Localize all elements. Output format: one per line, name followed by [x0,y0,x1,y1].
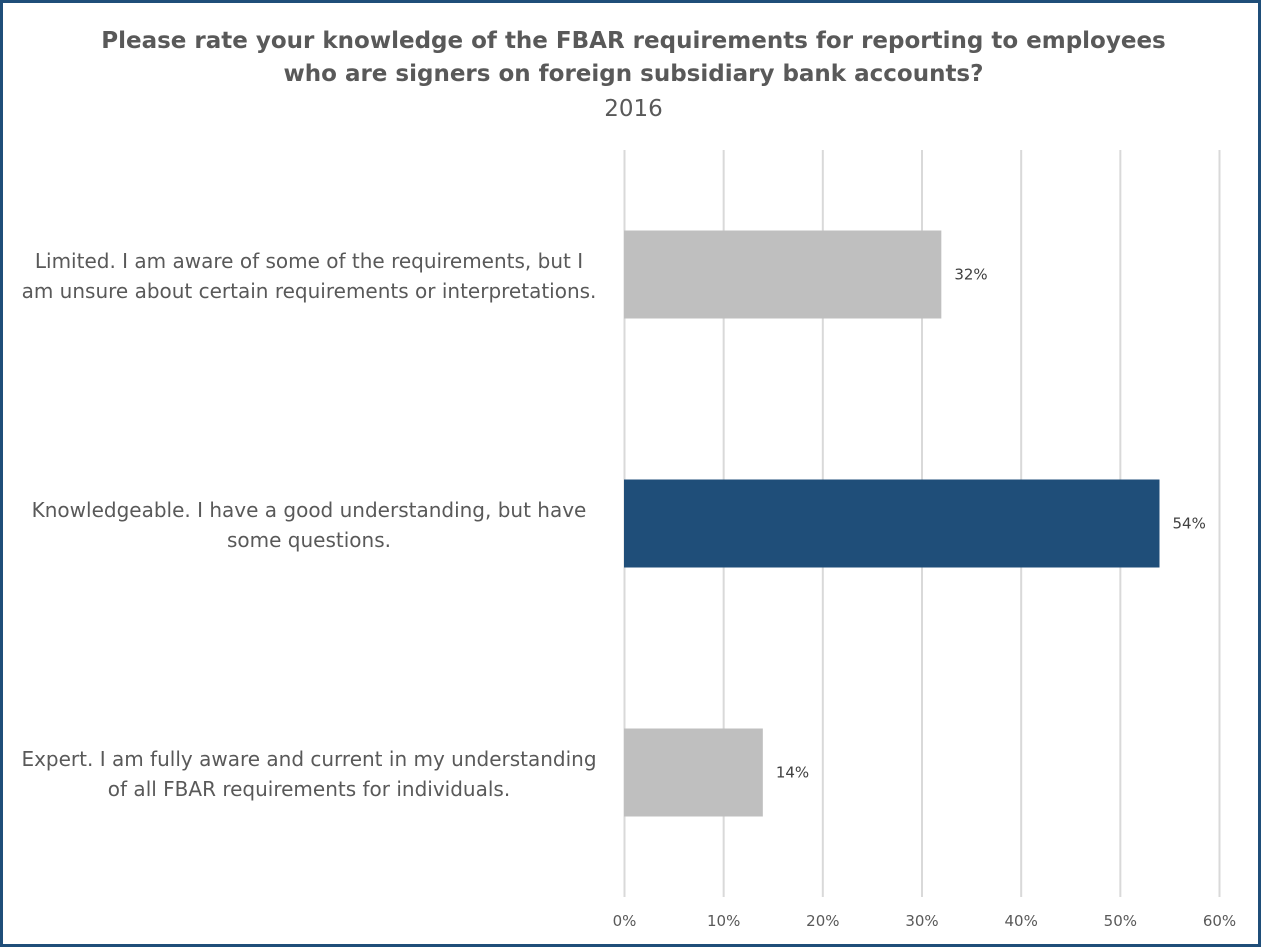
category-label-limited-line-2: am unsure about certain requirements or … [21,279,597,303]
x-tick-label-20: 20% [806,912,839,930]
x-tick-label-60: 60% [1203,912,1236,930]
x-axis-tick-labels: 0% 10% 20% 30% 40% 50% 60% [613,912,1237,930]
category-label-knowledgeable: Knowledgeable. I have a good understandi… [13,495,605,555]
x-tick-label-30: 30% [905,912,938,930]
x-tick-label-50: 50% [1104,912,1137,930]
bars [624,230,1160,817]
chart-subtitle: 2016 [604,96,663,122]
x-tick-label-40: 40% [1004,912,1037,930]
data-labels: 32% 54% 14% [776,266,1206,782]
bar-limited [624,230,942,319]
category-label-knowledgeable-line-1: Knowledgeable. I have a good understandi… [31,498,587,522]
category-label-knowledgeable-line-2: some questions. [227,528,391,552]
chart-title-line-1: Please rate your knowledge of the FBAR r… [101,28,1166,54]
category-label-expert-line-2: of all FBAR requirements for individuals… [107,777,511,801]
x-tick-label-0: 0% [613,912,637,930]
bar-knowledgeable [624,479,1160,568]
category-label-expert: Expert. I am fully aware and current in … [13,744,605,804]
bar-expert [624,728,763,817]
category-label-limited: Limited. I am aware of some of the requi… [13,246,605,306]
x-tick-label-10: 10% [707,912,740,930]
data-label-expert: 14% [776,764,809,782]
data-label-limited: 32% [954,266,987,284]
category-label-limited-line-1: Limited. I am aware of some of the requi… [34,249,584,273]
category-label-expert-line-1: Expert. I am fully aware and current in … [21,747,597,771]
chart-title-line-2: who are signers on foreign subsidiary ba… [283,61,984,87]
chart-title: Please rate your knowledge of the FBAR r… [3,25,1261,91]
data-label-knowledgeable: 54% [1173,515,1206,533]
